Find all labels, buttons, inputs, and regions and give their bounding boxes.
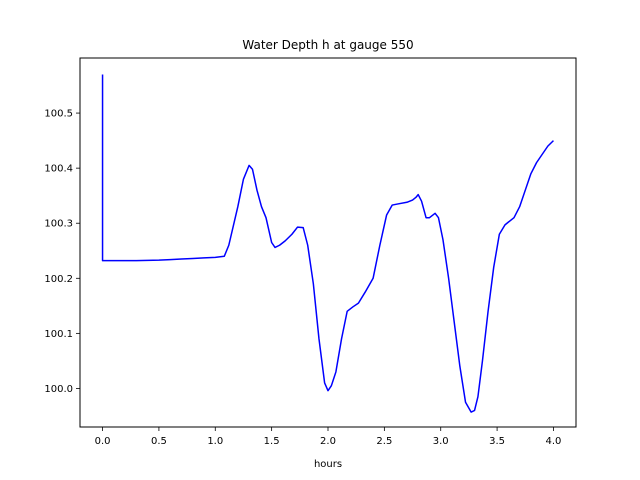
x-tick-label: 2.0	[320, 436, 336, 447]
chart-title: Water Depth h at gauge 550	[242, 38, 413, 52]
y-tick-label: 100.1	[44, 329, 73, 340]
x-tick-label: 1.0	[207, 436, 223, 447]
x-axis-label: hours	[314, 459, 342, 470]
x-tick-label: 3.5	[489, 436, 505, 447]
x-tick-label: 3.0	[433, 436, 449, 447]
x-tick-label: 4.0	[546, 436, 562, 447]
series-layer	[101, 74, 554, 413]
plot-area-frame	[79, 57, 577, 428]
y-tick-label: 100.0	[44, 384, 73, 395]
x-tick-label: 0.0	[95, 436, 111, 447]
x-tick-label: 2.5	[376, 436, 392, 447]
x-tick-label: 1.5	[264, 436, 280, 447]
y-axis: 100.0 100.1 100.2 100.3 100.4 100.5	[44, 109, 80, 395]
y-tick-label: 100.3	[44, 219, 73, 230]
y-tick-label: 100.5	[44, 109, 73, 120]
x-tick-label: 0.5	[151, 436, 167, 447]
y-tick-label: 100.4	[44, 164, 73, 175]
y-tick-label: 100.2	[44, 274, 73, 285]
x-axis: 0.0 0.5 1.0 1.5 2.0 2.5 3.0 3.5 4.0	[95, 427, 562, 447]
series-line-0	[101, 74, 554, 413]
